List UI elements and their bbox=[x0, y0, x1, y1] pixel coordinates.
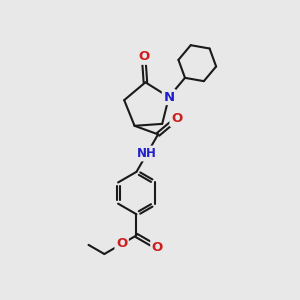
Text: O: O bbox=[116, 238, 127, 250]
Text: O: O bbox=[138, 50, 149, 63]
Text: O: O bbox=[152, 241, 163, 254]
Text: NH: NH bbox=[137, 147, 157, 160]
Text: O: O bbox=[171, 112, 182, 125]
Text: N: N bbox=[163, 91, 175, 103]
